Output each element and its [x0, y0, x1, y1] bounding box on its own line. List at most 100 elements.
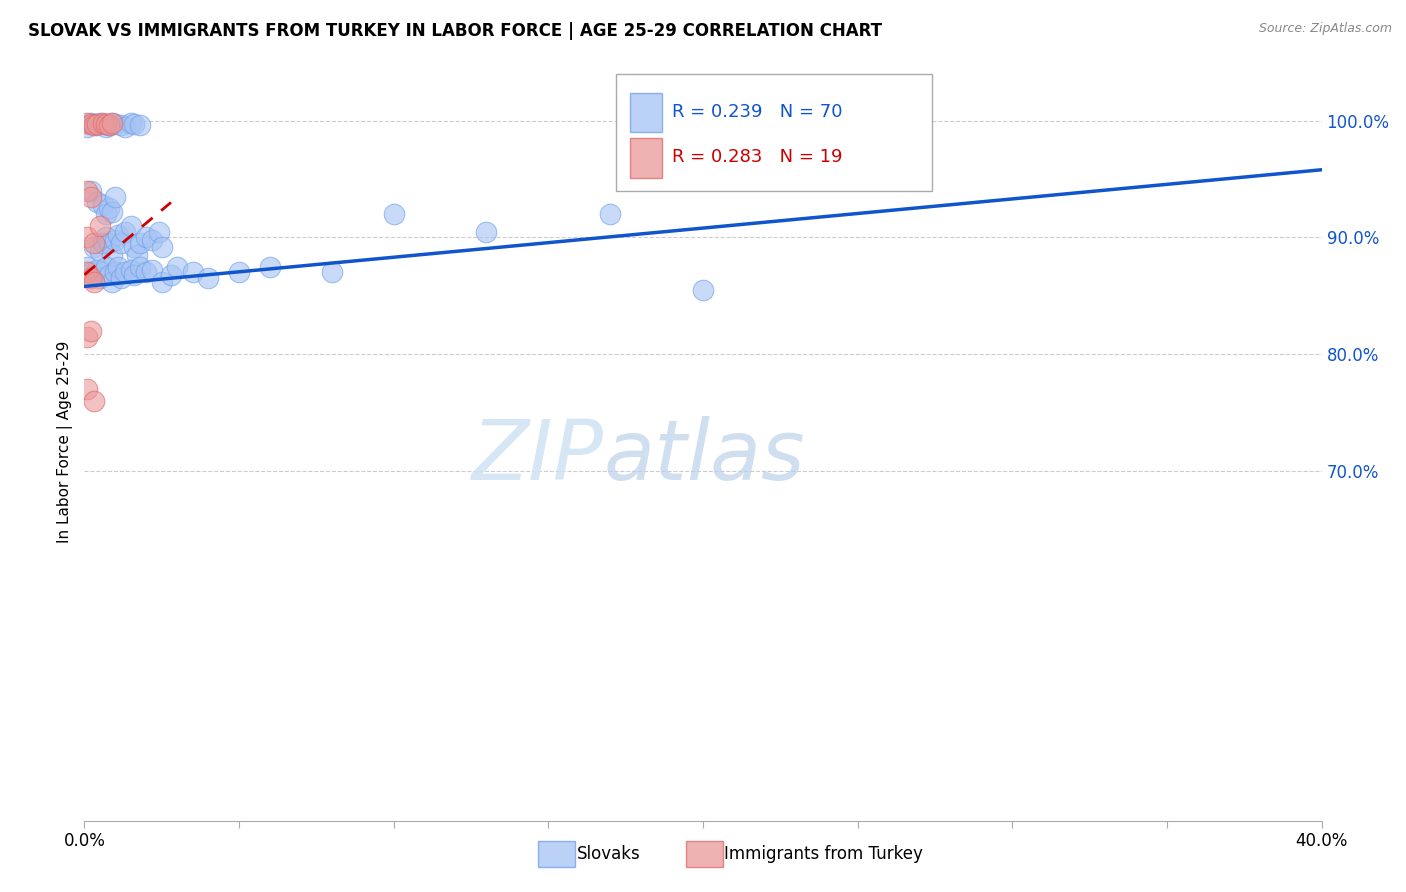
Point [110, 119, 132, 133]
Point [86, 195, 108, 210]
Point [321, 265, 343, 279]
Point [104, 117, 127, 131]
Point [475, 225, 498, 239]
Point [120, 219, 142, 233]
Point [83, 240, 105, 254]
Text: R = 0.283   N = 19: R = 0.283 N = 19 [672, 148, 842, 166]
Point [120, 263, 142, 277]
Text: atlas: atlas [605, 417, 806, 497]
Point [110, 236, 132, 251]
Point [76, 116, 98, 130]
Point [79, 265, 101, 279]
Point [135, 265, 157, 279]
Point [94, 230, 117, 244]
Text: R = 0.239   N = 70: R = 0.239 N = 70 [672, 103, 842, 120]
Point [104, 189, 127, 203]
Point [382, 207, 405, 221]
Point [98, 119, 121, 133]
Text: Immigrants from Turkey: Immigrants from Turkey [724, 845, 922, 863]
Point [135, 230, 157, 244]
Point [91, 117, 114, 131]
Point [91, 198, 114, 212]
Point [91, 116, 114, 130]
Point [89, 271, 111, 285]
Point [94, 260, 117, 274]
Point [76, 329, 98, 343]
Point [91, 236, 114, 251]
Point [98, 268, 121, 282]
Point [101, 248, 124, 262]
Point [83, 268, 105, 282]
Point [181, 265, 204, 279]
Point [160, 268, 183, 282]
Point [83, 117, 105, 131]
Point [98, 201, 121, 215]
Point [91, 265, 114, 279]
Point [101, 116, 124, 130]
FancyBboxPatch shape [630, 138, 662, 178]
Point [79, 184, 101, 198]
Point [98, 236, 121, 251]
Point [86, 119, 108, 133]
Point [114, 120, 136, 134]
Point [94, 117, 117, 131]
Point [125, 248, 148, 262]
Point [166, 260, 188, 274]
Point [150, 240, 173, 254]
Point [197, 271, 219, 285]
Point [122, 268, 145, 282]
FancyBboxPatch shape [616, 74, 932, 191]
Point [141, 263, 163, 277]
Point [120, 116, 142, 130]
Text: ZIP: ZIP [472, 417, 605, 497]
Point [104, 233, 127, 247]
Point [94, 207, 117, 221]
Point [110, 271, 132, 285]
Point [148, 225, 170, 239]
Point [259, 260, 281, 274]
Point [79, 271, 101, 285]
Point [89, 244, 111, 259]
Point [86, 263, 108, 277]
Point [692, 283, 714, 297]
FancyBboxPatch shape [630, 93, 662, 132]
Point [114, 225, 136, 239]
Point [141, 233, 163, 247]
Point [104, 265, 127, 279]
Point [89, 219, 111, 233]
Point [79, 117, 101, 131]
Point [129, 236, 152, 251]
Point [89, 116, 111, 130]
Text: Slovaks: Slovaks [576, 845, 640, 863]
Point [79, 189, 101, 203]
Point [76, 382, 98, 396]
Text: Source: ZipAtlas.com: Source: ZipAtlas.com [1258, 22, 1392, 36]
Text: SLOVAK VS IMMIGRANTS FROM TURKEY IN LABOR FORCE | AGE 25-29 CORRELATION CHART: SLOVAK VS IMMIGRANTS FROM TURKEY IN LABO… [28, 22, 882, 40]
Point [107, 228, 129, 243]
Point [94, 120, 117, 134]
Point [228, 265, 250, 279]
Point [107, 260, 129, 274]
Point [599, 207, 621, 221]
Point [79, 324, 101, 338]
Point [129, 119, 152, 133]
Point [79, 116, 101, 130]
Point [122, 117, 145, 131]
Point [83, 275, 105, 289]
Point [76, 120, 98, 134]
Y-axis label: In Labor Force | Age 25-29: In Labor Force | Age 25-29 [58, 341, 73, 542]
Point [101, 116, 124, 130]
Point [83, 119, 105, 133]
Point [150, 275, 173, 289]
Point [101, 275, 124, 289]
Point [129, 260, 152, 274]
Point [76, 260, 98, 274]
Point [101, 204, 124, 219]
Point [83, 236, 105, 251]
Point [76, 184, 98, 198]
Point [114, 265, 136, 279]
Point [83, 393, 105, 408]
Point [76, 265, 98, 279]
Point [98, 119, 121, 133]
Point [122, 240, 145, 254]
